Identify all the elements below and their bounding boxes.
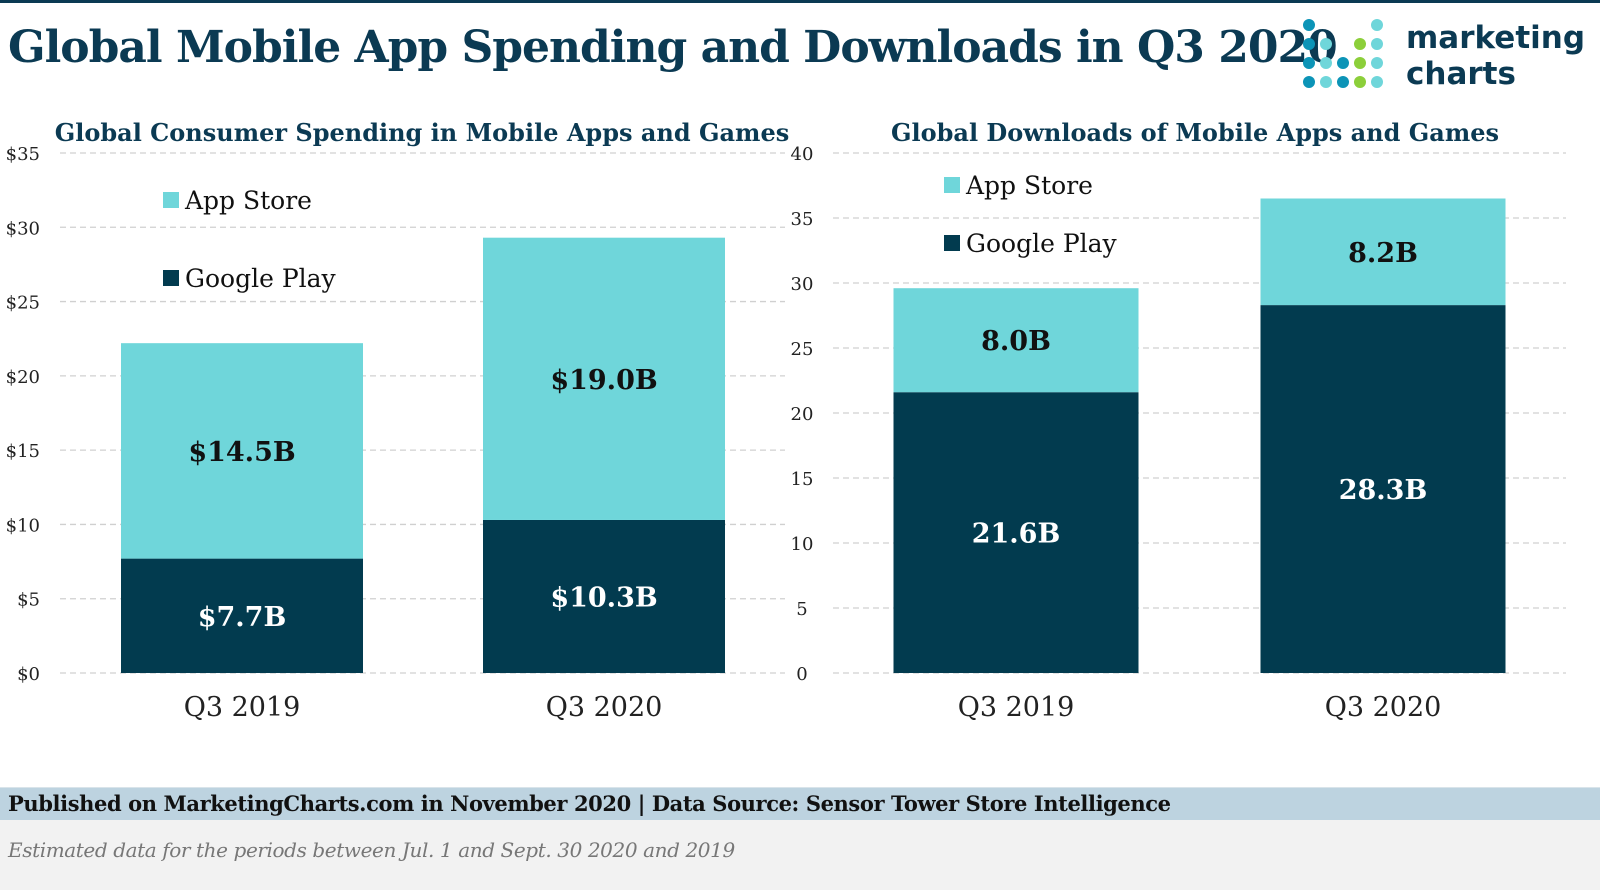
logo-dots-icon [1303, 19, 1383, 88]
logo-dot [1337, 76, 1349, 88]
y-tick-label: 35 [791, 209, 814, 230]
logo-dot [1371, 76, 1383, 88]
logo-dot [1320, 57, 1332, 69]
data-label: $10.3B [550, 582, 657, 613]
legend-label: Google Play [966, 229, 1118, 258]
legend-swatch-google-play [944, 235, 960, 251]
y-tick-label: 0 [796, 664, 807, 685]
marketingcharts-logo: marketing charts [1303, 18, 1593, 98]
chart-1: Global Consumer Spending in Mobile Apps … [6, 118, 790, 720]
page-title: Global Mobile App Spending and Downloads… [8, 22, 1338, 73]
y-tick-label: 20 [791, 404, 814, 425]
y-tick-label: 10 [791, 534, 814, 555]
data-label: $19.0B [550, 365, 657, 396]
logo-line-1: marketing [1406, 20, 1586, 56]
logo-dot [1371, 19, 1383, 31]
y-tick-label: 40 [791, 144, 814, 165]
data-label: 8.2B [1348, 238, 1418, 269]
data-label: 21.6B [972, 519, 1061, 550]
y-tick-label: $30 [6, 218, 40, 239]
y-tick-label: $20 [6, 367, 40, 388]
logo-dot [1354, 38, 1366, 50]
y-tick-label: 15 [791, 469, 814, 490]
legend-label: App Store [184, 186, 312, 215]
data-label: $7.7B [198, 602, 287, 633]
y-tick-label: 25 [791, 339, 814, 360]
legend-label: Google Play [185, 264, 337, 293]
footer-source-band: Published on MarketingCharts.com in Nove… [0, 787, 1600, 820]
legend-label: App Store [965, 171, 1093, 200]
logo-dot [1354, 57, 1366, 69]
y-tick-label: 30 [791, 274, 814, 295]
legend-swatch-app-store [944, 177, 960, 193]
bar-google-play [483, 519, 725, 673]
logo-dot [1337, 57, 1349, 69]
bar-app-store [893, 288, 1139, 393]
x-tick-label: Q3 2020 [1325, 692, 1442, 720]
y-tick-label: $15 [6, 441, 40, 462]
chart-title: Global Consumer Spending in Mobile Apps … [55, 118, 789, 147]
bar-app-store [483, 237, 725, 520]
logo-line-2: charts [1406, 56, 1516, 92]
y-tick-label: 5 [796, 599, 807, 620]
y-tick-label: $35 [6, 144, 40, 165]
logo-text: marketing charts [1406, 20, 1585, 92]
logo-dot [1354, 76, 1366, 88]
logo-dot [1320, 76, 1332, 88]
data-label: 8.0B [981, 326, 1051, 357]
x-tick-label: Q3 2019 [958, 692, 1075, 720]
charts-area: Global Consumer Spending in Mobile Apps … [6, 118, 1566, 720]
bar-google-play [1260, 305, 1506, 673]
logo-dot [1303, 19, 1315, 31]
chart-title: Global Downloads of Mobile Apps and Game… [891, 118, 1499, 147]
bar-app-store [1260, 198, 1506, 306]
footer-note-band: Estimated data for the periods between J… [0, 820, 1600, 890]
logo-dot [1371, 38, 1383, 50]
x-tick-label: Q3 2019 [184, 692, 301, 720]
y-tick-label: $5 [17, 590, 40, 611]
bar-google-play [121, 558, 363, 673]
footer-note: Estimated data for the periods between J… [8, 838, 735, 862]
logo-dot [1303, 57, 1315, 69]
chart-2: Global Downloads of Mobile Apps and Game… [791, 118, 1566, 720]
legend-swatch-app-store [163, 192, 179, 208]
y-tick-label: $25 [6, 293, 40, 314]
legend-swatch-google-play [163, 270, 179, 286]
logo-dot [1371, 57, 1383, 69]
y-tick-label: $10 [6, 515, 40, 536]
bar-app-store [121, 343, 363, 559]
top-border [0, 0, 1600, 3]
bar-google-play [893, 392, 1139, 673]
y-tick-label: $0 [17, 664, 40, 685]
data-label: $14.5B [188, 437, 295, 468]
logo-dot [1303, 38, 1315, 50]
data-label: 28.3B [1339, 475, 1428, 506]
logo-dot [1320, 38, 1332, 50]
logo-dot [1303, 76, 1315, 88]
footer-source: Published on MarketingCharts.com in Nove… [8, 791, 1171, 816]
x-tick-label: Q3 2020 [546, 692, 663, 720]
